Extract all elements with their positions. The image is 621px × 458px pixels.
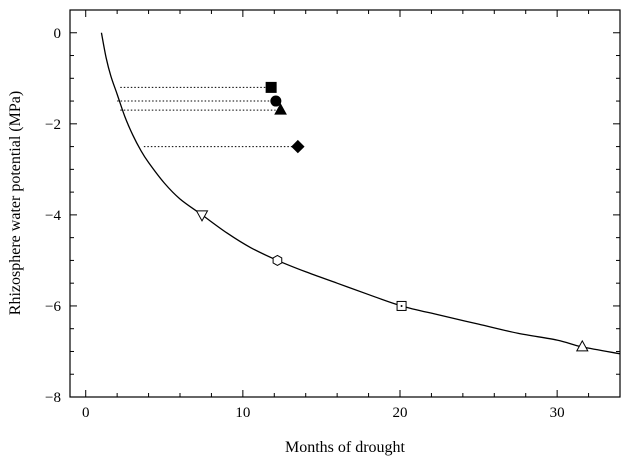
marker-triangle-up bbox=[274, 103, 287, 115]
x-tick-label: 0 bbox=[82, 405, 90, 421]
marker-hexagon bbox=[272, 254, 283, 266]
marker-diamond bbox=[291, 139, 305, 154]
marker-triangle-up bbox=[575, 339, 589, 352]
y-tick-label: −2 bbox=[45, 117, 61, 133]
y-tick-label: 0 bbox=[54, 26, 62, 42]
x-tick-labels: 0 10 20 30 bbox=[82, 405, 565, 421]
marker-square-dot-center bbox=[400, 304, 403, 307]
axis-ticks bbox=[70, 10, 621, 398]
x-axis-label: Months of drought bbox=[285, 439, 406, 456]
y-tick-label: −6 bbox=[45, 299, 61, 315]
marker-square bbox=[265, 81, 277, 93]
marker-circle bbox=[270, 95, 282, 107]
y-axis-label: Rhizosphere water potential (MPa) bbox=[7, 91, 24, 315]
drop-lines bbox=[117, 86, 293, 148]
plot-frame bbox=[69, 9, 621, 398]
data-markers bbox=[195, 81, 589, 352]
x-tick-label: 20 bbox=[393, 405, 408, 421]
x-tick-label: 30 bbox=[550, 405, 565, 421]
x-tick-label: 10 bbox=[235, 405, 250, 421]
drought-curve bbox=[100, 32, 621, 355]
y-tick-labels: 0 −2 −4 −6 −8 bbox=[45, 26, 61, 406]
y-tick-label: −4 bbox=[45, 208, 61, 224]
y-tick-label: −8 bbox=[45, 390, 61, 406]
marker-triangle-down bbox=[195, 210, 209, 222]
